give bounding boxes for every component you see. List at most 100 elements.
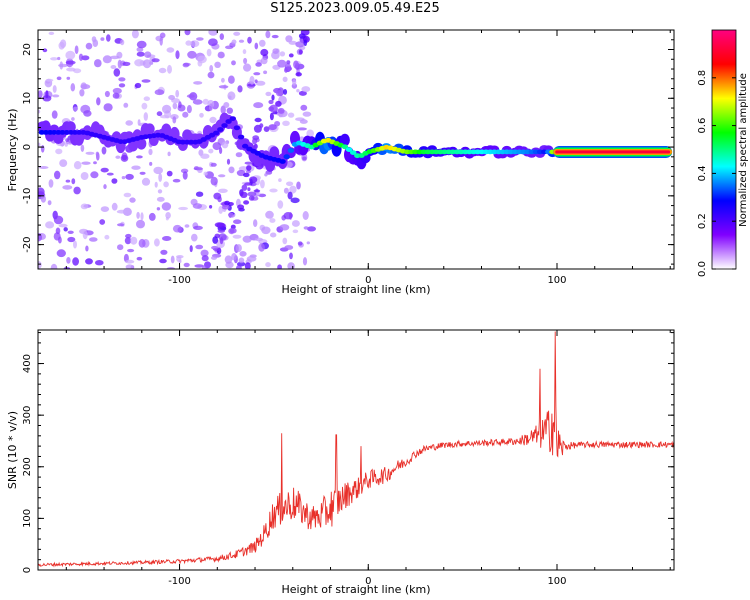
noise-blob	[254, 79, 258, 83]
noise-blob	[292, 79, 297, 86]
noise-blob	[48, 31, 55, 35]
plume-blob	[269, 104, 278, 113]
y-tick-label: -10	[22, 188, 33, 204]
figure-title: S125.2023.009.05.49.E25	[270, 1, 440, 16]
noise-blob	[66, 257, 71, 264]
ridge-glow	[65, 121, 76, 133]
noise-blob	[125, 120, 133, 126]
noise-blob	[151, 58, 160, 63]
noise-blob	[211, 256, 217, 260]
noise-blob	[260, 57, 268, 65]
noise-blob	[261, 226, 271, 235]
ridge-glow	[136, 137, 147, 150]
noise-blob	[255, 80, 266, 86]
noise-blob	[67, 230, 74, 234]
noise-blob	[233, 31, 241, 36]
noise-blob	[163, 181, 169, 188]
noise-blob	[54, 170, 61, 180]
plume-blob	[214, 222, 224, 228]
noise-blob	[197, 55, 207, 64]
noise-blob	[70, 83, 76, 92]
noise-blob	[265, 30, 271, 39]
noise-blob	[258, 243, 265, 252]
ridge-core	[225, 119, 232, 124]
noise-blob	[110, 65, 117, 69]
noise-blob	[117, 223, 125, 227]
plume-blob	[304, 21, 312, 28]
plume-blob	[217, 229, 225, 233]
noise-blob	[55, 148, 63, 155]
noise-blob	[292, 229, 299, 234]
noise-blob	[143, 112, 148, 121]
noise-blob	[111, 178, 118, 184]
noise-blob	[159, 115, 170, 119]
noise-blob	[286, 181, 294, 187]
noise-blob	[189, 245, 193, 253]
noise-blob	[66, 76, 71, 80]
noise-blob	[217, 51, 225, 59]
plume-blob	[298, 49, 303, 55]
noise-blob	[247, 191, 257, 197]
noise-blob	[186, 105, 192, 114]
noise-blob	[124, 237, 132, 245]
noise-blob	[52, 94, 60, 98]
noise-blob	[85, 42, 93, 50]
plume-blob	[247, 187, 251, 192]
noise-blob	[58, 63, 68, 68]
noise-blob	[302, 156, 307, 161]
noise-blob	[106, 34, 111, 42]
colorbar: 0.0 0.2 0.4 0.6 0.8 Normalized spectral ampl…	[697, 29, 749, 277]
noise-blob	[260, 48, 269, 57]
y-tick-label: 300	[22, 406, 33, 425]
ridge-band	[38, 112, 673, 172]
ridge-core	[221, 123, 228, 128]
noise-blob	[52, 85, 57, 93]
noise-blob	[193, 81, 203, 85]
plume-blob	[244, 161, 252, 165]
noise-blob	[136, 256, 143, 261]
noise-blob	[160, 249, 168, 255]
noise-blob	[265, 91, 272, 97]
plume-blob	[276, 90, 284, 97]
noise-blob	[277, 107, 285, 114]
noise-blob	[209, 205, 213, 209]
noise-blob	[235, 152, 243, 158]
noise-blob	[117, 244, 124, 251]
noise-blob	[80, 172, 89, 180]
colorbar-ticks: 0.0 0.2 0.4 0.6 0.8	[697, 70, 736, 277]
noise-blob	[134, 59, 144, 67]
noise-blob	[208, 148, 214, 154]
noise-blob	[79, 89, 85, 97]
y-tick-label: 400	[22, 354, 33, 373]
noise-blob	[178, 206, 189, 211]
noise-blob	[206, 48, 212, 57]
noise-blob	[221, 141, 229, 149]
plume-blob	[243, 172, 250, 178]
noise-blob	[278, 178, 282, 183]
noise-blob	[224, 255, 233, 264]
noise-blob	[38, 90, 43, 98]
noise-blob	[277, 264, 282, 269]
noise-blob	[290, 197, 300, 204]
noise-blob	[295, 41, 305, 48]
noise-blob	[118, 77, 126, 82]
ridge-core	[233, 125, 241, 131]
noise-blob	[289, 185, 297, 194]
noise-blob	[72, 257, 79, 266]
noise-blob	[156, 207, 161, 211]
colorbar-tick-label: 0.8	[697, 70, 708, 86]
noise-blob	[185, 40, 192, 46]
noise-blob	[168, 95, 176, 100]
plume-blob	[252, 135, 260, 141]
ridge-glow	[144, 123, 155, 135]
plume-blob	[259, 123, 264, 128]
noise-blob	[210, 176, 218, 186]
noise-blob	[227, 91, 236, 101]
noise-blob	[192, 203, 203, 209]
noise-blob	[123, 102, 129, 108]
spectrogram-frame	[37, 29, 675, 270]
noise-blob	[154, 181, 158, 188]
noise-blob	[231, 39, 237, 45]
noise-blob	[73, 186, 81, 195]
